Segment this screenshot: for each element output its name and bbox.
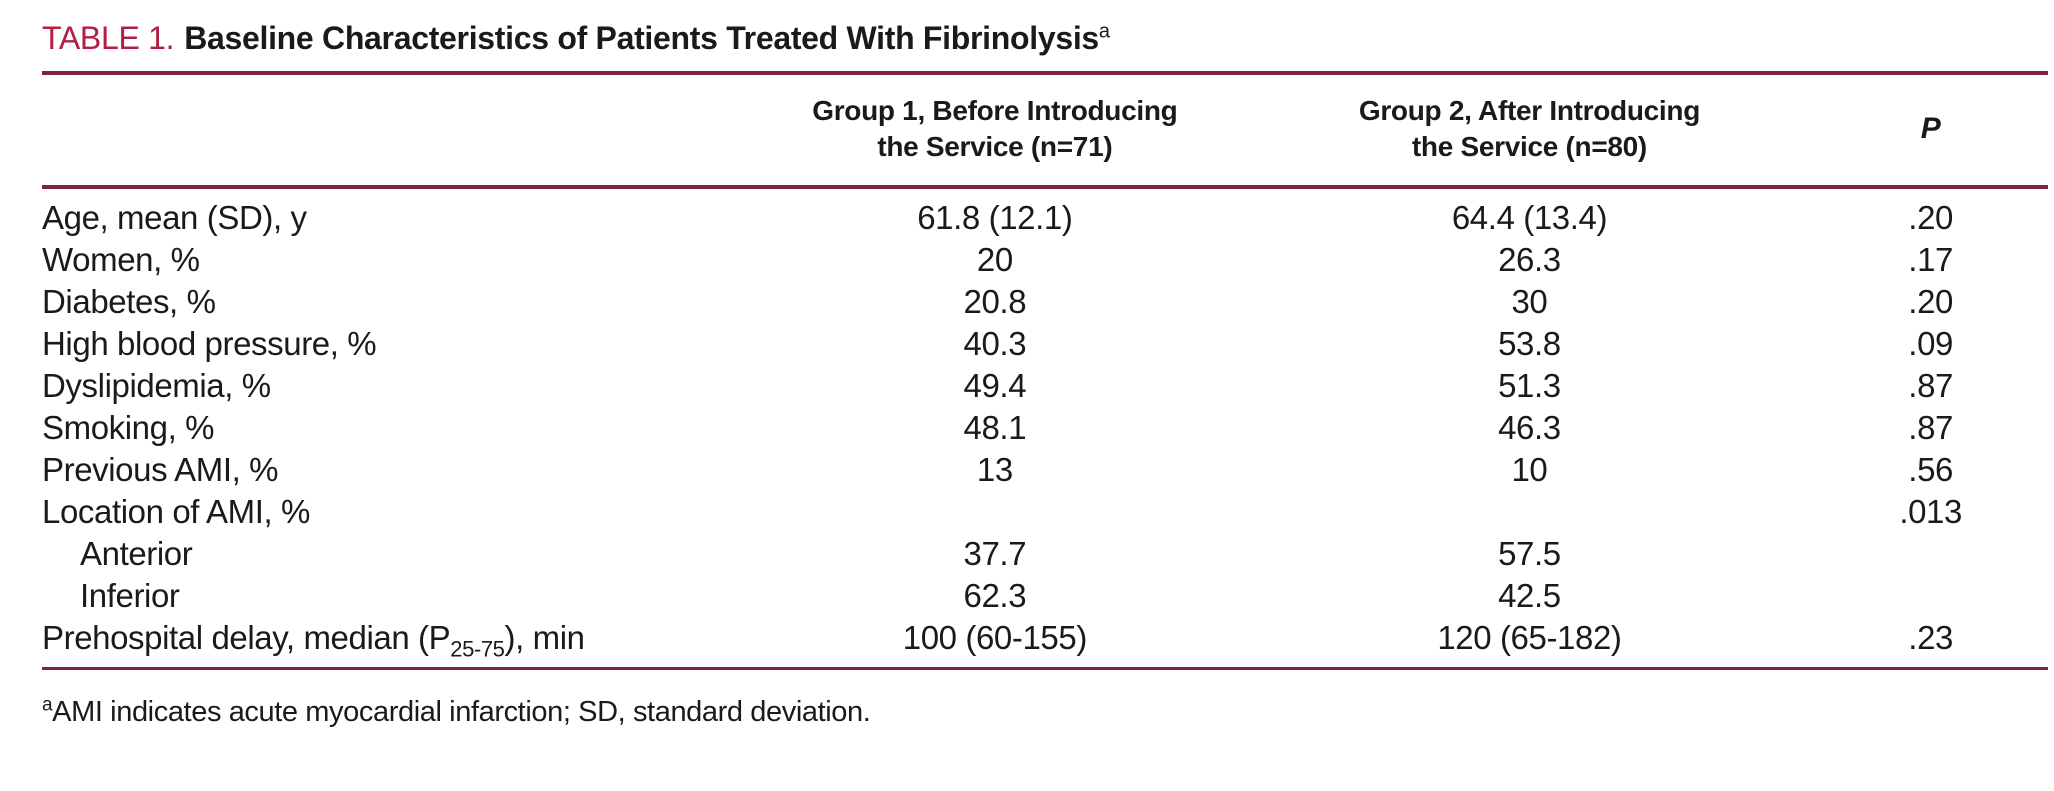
group1-value-cell: 48.1 bbox=[963, 409, 1027, 446]
header-group1-line2: the Service (n=71) bbox=[877, 131, 1113, 162]
row-label-cell: High blood pressure, % bbox=[42, 325, 377, 362]
table-body: Age, mean (SD), y 61.8 (12.1) 64.4 (13.4).… bbox=[42, 187, 2048, 669]
table-row: Women, % 20 26.3 .17 bbox=[42, 239, 2048, 281]
row-label-cell: Location of AMI, % bbox=[42, 493, 310, 530]
header-group2-line1: Group 2, After Introducing bbox=[1358, 95, 1701, 126]
group2-value-cell: 26.3 bbox=[1498, 241, 1561, 278]
footnote: aAMI indicates acute myocardial infarcti… bbox=[42, 694, 2048, 729]
table-title: TABLE 1. Baseline Characteristics of Pati… bbox=[42, 14, 2048, 71]
table-title-text: Baseline Characteristics of Patients Tre… bbox=[184, 20, 1099, 56]
group1-value-cell: 37.7 bbox=[963, 535, 1027, 572]
table-row: Smoking, % 48.1 46.3 .87 bbox=[42, 407, 2048, 449]
footnote-marker: a bbox=[42, 694, 53, 716]
header-p-label: P bbox=[1920, 112, 1941, 145]
header-group1-cell: Group 1, Before Introducing the Service … bbox=[744, 73, 1246, 187]
table-row: Dyslipidemia, % 49.4 51.3 .87 bbox=[42, 365, 2048, 407]
group1-value-cell: 61.8 (12.1) bbox=[917, 199, 1073, 236]
table-row: Anterior 37.7 57.5 bbox=[42, 533, 2048, 575]
row-label-cell: Dyslipidemia, % bbox=[42, 367, 271, 404]
table-header: Group 1, Before Introducing the Service … bbox=[42, 73, 2048, 187]
header-p-cell: P bbox=[1813, 73, 2048, 187]
row-label-cell: Prehospital delay, median (P25-75), min bbox=[42, 619, 585, 662]
header-group2-cell: Group 2, After Introducing the Service (… bbox=[1246, 73, 1814, 187]
header-group1-line1: Group 1, Before Introducing bbox=[812, 95, 1178, 126]
row-label-cell: Women, % bbox=[42, 241, 200, 278]
p-value-cell: .20 bbox=[1908, 283, 1953, 320]
group2-value-cell: 30 bbox=[1511, 283, 1548, 320]
table-row: Age, mean (SD), y 61.8 (12.1) 64.4 (13.4).… bbox=[42, 187, 2048, 239]
p-value-cell: .17 bbox=[1908, 241, 1953, 278]
group1-value-cell bbox=[744, 491, 1246, 533]
row-label-cell: Diabetes, % bbox=[42, 283, 216, 320]
table-row: High blood pressure, % 40.3 53.8 .09 bbox=[42, 323, 2048, 365]
row-label-cell: Inferior bbox=[80, 577, 180, 614]
group2-value-cell: 10 bbox=[1511, 451, 1548, 488]
group1-value-cell: 40.3 bbox=[963, 325, 1027, 362]
row-label-cell: Anterior bbox=[80, 535, 193, 572]
group2-value-cell: 42.5 bbox=[1498, 577, 1561, 614]
row-label-cell: Smoking, % bbox=[42, 409, 215, 446]
table-row: Inferior 62.3 42.5 bbox=[42, 575, 2048, 617]
group1-value-cell: 49.4 bbox=[963, 367, 1027, 404]
header-row: Group 1, Before Introducing the Service … bbox=[42, 73, 2048, 187]
group1-value-cell: 20 bbox=[976, 241, 1013, 278]
footnote-text: AMI indicates acute myocardial infarctio… bbox=[52, 696, 871, 728]
p-value-cell: .09 bbox=[1908, 325, 1953, 362]
table-row: Prehospital delay, median (P25-75), min 1… bbox=[42, 617, 2048, 669]
group2-value-cell: 51.3 bbox=[1498, 367, 1561, 404]
table-number-label: TABLE 1. bbox=[42, 20, 175, 56]
p-value-cell: .87 bbox=[1908, 367, 1953, 404]
group1-value-cell: 20.8 bbox=[963, 283, 1027, 320]
p-value-cell: .20 bbox=[1908, 199, 1953, 236]
table-title-footnote-marker: a bbox=[1098, 20, 1110, 43]
p-value-cell: .56 bbox=[1908, 451, 1953, 488]
row-label-cell: Previous AMI, % bbox=[42, 451, 279, 488]
p-value-cell bbox=[1813, 575, 2048, 617]
group2-value-cell: 57.5 bbox=[1498, 535, 1561, 572]
group2-value-cell: 46.3 bbox=[1498, 409, 1561, 446]
header-group2-line2: the Service (n=80) bbox=[1411, 131, 1647, 162]
table-row: Diabetes, % 20.8 30 .20 bbox=[42, 281, 2048, 323]
group2-value-cell: 120 (65-182) bbox=[1437, 619, 1622, 656]
row-label-subscript: 25-75 bbox=[450, 636, 505, 662]
baseline-characteristics-table: Group 1, Before Introducing the Service … bbox=[42, 71, 2048, 670]
p-value-cell: .87 bbox=[1908, 409, 1953, 446]
p-value-cell: .23 bbox=[1908, 619, 1953, 656]
table-row: Previous AMI, % 13 10 .56 bbox=[42, 449, 2048, 491]
row-label-cell: Age, mean (SD), y bbox=[42, 199, 307, 236]
group2-value-cell: 64.4 (13.4) bbox=[1451, 199, 1608, 236]
group1-value-cell: 13 bbox=[976, 451, 1013, 488]
group1-value-cell: 62.3 bbox=[963, 577, 1027, 614]
header-empty-cell bbox=[42, 73, 744, 187]
group1-value-cell: 100 (60-155) bbox=[902, 619, 1088, 656]
group2-value-cell bbox=[1246, 491, 1814, 533]
p-value-cell bbox=[1813, 533, 2048, 575]
p-value-cell: .013 bbox=[1899, 493, 1962, 530]
group2-value-cell: 53.8 bbox=[1498, 325, 1561, 362]
table-row: Location of AMI, % .013 bbox=[42, 491, 2048, 533]
